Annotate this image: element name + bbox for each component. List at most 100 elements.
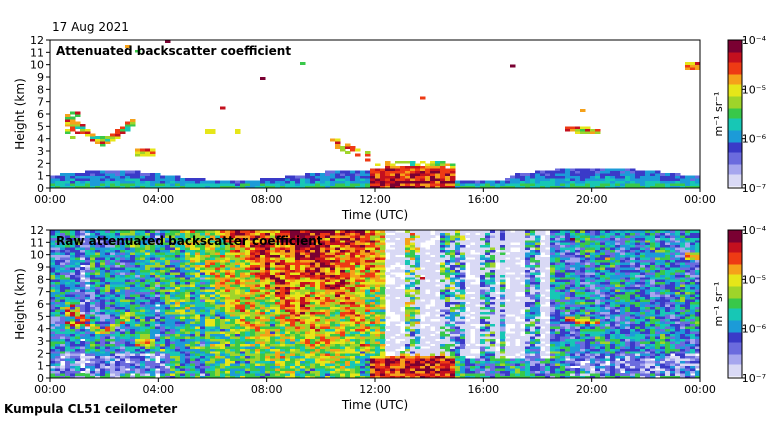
heatmap-cell xyxy=(335,287,340,290)
heatmap-cell xyxy=(290,262,295,265)
heatmap-cell xyxy=(235,361,240,364)
heatmap-cell xyxy=(55,334,60,337)
heatmap-cell xyxy=(315,274,320,277)
heatmap-cell xyxy=(470,181,475,184)
heatmap-cell xyxy=(375,178,380,181)
heatmap-cell xyxy=(275,316,280,319)
heatmap-cell xyxy=(515,173,520,176)
heatmap-cell xyxy=(85,351,90,354)
heatmap-cell xyxy=(130,282,135,285)
heatmap-cell xyxy=(80,260,85,263)
heatmap-cell xyxy=(340,279,345,282)
heatmap-cell xyxy=(600,168,605,171)
heatmap-cell xyxy=(75,176,80,179)
heatmap-cell xyxy=(175,346,180,349)
heatmap-cell xyxy=(55,371,60,374)
heatmap-cell xyxy=(395,173,400,176)
heatmap-cell xyxy=(295,366,300,369)
heatmap-cell xyxy=(235,129,240,132)
heatmap-cell xyxy=(355,240,360,243)
heatmap-cell xyxy=(115,250,120,253)
heatmap-cell xyxy=(350,235,355,238)
heatmap-cell xyxy=(145,316,150,319)
heatmap-cell xyxy=(265,269,270,272)
heatmap-cell xyxy=(170,287,175,290)
heatmap-cell xyxy=(165,341,170,344)
heatmap-cell xyxy=(235,346,240,349)
heatmap-cell xyxy=(335,269,340,272)
heatmap-cell xyxy=(315,336,320,339)
heatmap-cell xyxy=(200,289,205,292)
heatmap-cell xyxy=(280,287,285,290)
heatmap-cell xyxy=(270,339,275,342)
heatmap-cell xyxy=(340,294,345,297)
heatmap-cell xyxy=(120,336,125,339)
heatmap-cell xyxy=(320,366,325,369)
heatmap-cell xyxy=(255,341,260,344)
heatmap-cell xyxy=(110,366,115,369)
heatmap-cell xyxy=(185,269,190,272)
heatmap-cell xyxy=(345,336,350,339)
heatmap-cell xyxy=(215,371,220,374)
heatmap-cell xyxy=(105,304,110,307)
heatmap-cell xyxy=(260,255,265,258)
heatmap-cell xyxy=(55,311,60,314)
heatmap-cell xyxy=(130,366,135,369)
heatmap-cell xyxy=(435,166,440,169)
heatmap-cell xyxy=(75,309,80,312)
heatmap-cell xyxy=(210,319,215,322)
heatmap-cell xyxy=(355,272,360,275)
heatmap-cell xyxy=(430,181,435,184)
heatmap-cell xyxy=(245,274,250,277)
heatmap-cell xyxy=(60,282,65,285)
heatmap-cell xyxy=(240,297,245,300)
heatmap-cell xyxy=(350,149,355,152)
heatmap-cell xyxy=(300,262,305,265)
heatmap-cell xyxy=(230,311,235,314)
heatmap-cell xyxy=(95,324,100,327)
heatmap-cell xyxy=(250,339,255,342)
heatmap-cell xyxy=(350,292,355,295)
heatmap-cell xyxy=(105,269,110,272)
heatmap-cell xyxy=(350,368,355,371)
heatmap-cell xyxy=(360,311,365,314)
heatmap-cell xyxy=(445,171,450,174)
heatmap-cell xyxy=(370,237,375,240)
colorbar-tick-label: 10⁻⁵ xyxy=(742,83,766,96)
heatmap-cell xyxy=(370,178,375,181)
heatmap-cell xyxy=(395,183,400,186)
heatmap-cell xyxy=(105,141,110,144)
heatmap-cell xyxy=(255,252,260,255)
heatmap-cell xyxy=(235,371,240,374)
heatmap-cell xyxy=(335,299,340,302)
heatmap-cell xyxy=(210,306,215,309)
heatmap-cell xyxy=(70,343,75,346)
heatmap-cell xyxy=(220,353,225,356)
heatmap-cell xyxy=(410,161,415,164)
heatmap-cell xyxy=(85,297,90,300)
heatmap-cell xyxy=(205,131,210,134)
heatmap-cell xyxy=(515,176,520,179)
heatmap-cell xyxy=(305,257,310,260)
heatmap-cell xyxy=(140,316,145,319)
heatmap-cell xyxy=(270,366,275,369)
heatmap-cell xyxy=(305,343,310,346)
heatmap-cell xyxy=(375,324,380,327)
heatmap-cell xyxy=(500,183,505,186)
heatmap-cell xyxy=(415,168,420,171)
heatmap-cell xyxy=(230,257,235,260)
heatmap-cell xyxy=(235,267,240,270)
heatmap-cell xyxy=(360,341,365,344)
y-tick-label: 3 xyxy=(37,145,44,158)
heatmap-cell xyxy=(280,252,285,255)
heatmap-cell xyxy=(365,297,370,300)
heatmap-cell xyxy=(125,297,130,300)
heatmap-cell xyxy=(370,368,375,371)
heatmap-cell xyxy=(135,358,140,361)
heatmap-cell xyxy=(270,284,275,287)
heatmap-cell xyxy=(420,183,425,186)
heatmap-cell xyxy=(150,348,155,351)
heatmap-cell xyxy=(375,274,380,277)
heatmap-cell xyxy=(370,294,375,297)
heatmap-cell xyxy=(140,153,145,156)
